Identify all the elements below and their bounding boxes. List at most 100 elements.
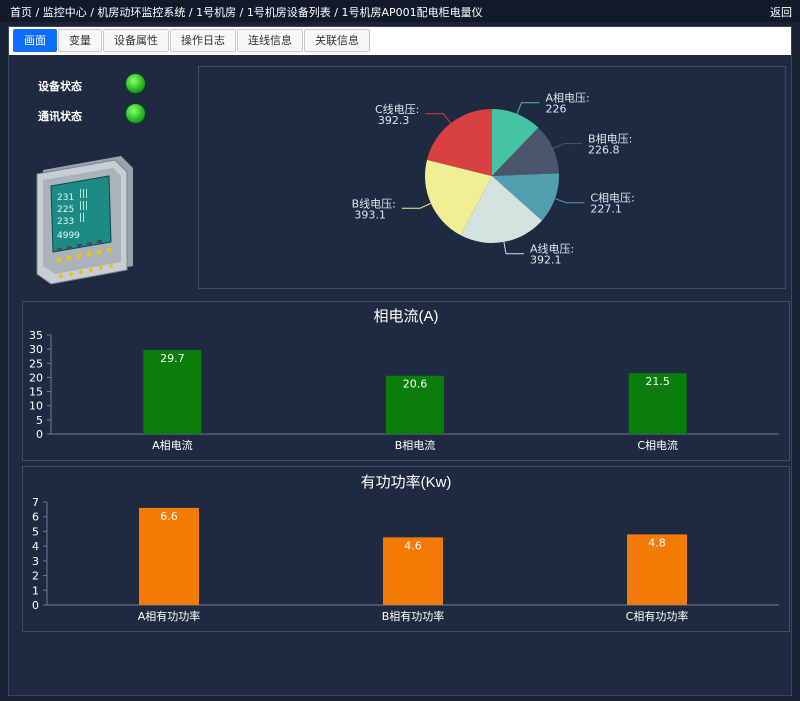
breadcrumb-item-home[interactable]: 首页	[10, 6, 32, 19]
status-panel: 设备状态 通讯状态	[29, 72, 189, 132]
breadcrumb-item-system[interactable]: 机房动环监控系统	[97, 6, 186, 19]
y-tick-label: 5	[32, 525, 39, 538]
x-tick-label: B相电流	[395, 438, 436, 452]
pie-slice-label: C线电压:	[375, 102, 419, 116]
back-link[interactable]: 返回	[770, 6, 792, 19]
x-tick-label: A相有功功率	[138, 609, 201, 623]
device-status-label: 设备状态	[38, 80, 82, 93]
comm-status-label: 通讯状态	[38, 110, 82, 123]
bar[interactable]	[143, 349, 202, 434]
device-status-row: 设备状态	[29, 72, 189, 102]
tab-device-properties[interactable]: 设备属性	[103, 29, 169, 52]
pie-label-leader	[503, 241, 525, 255]
x-tick-label: C相有功功率	[626, 609, 689, 623]
phase-current-chart-panel: 相电流(A) 0 5 10 15 20 25 30 35 29.7 A相电流 20.6 B相电流 21.…	[22, 301, 790, 461]
tab-operation-log[interactable]: 操作日志	[170, 29, 236, 52]
x-tick-label: A相电流	[152, 438, 193, 452]
y-tick-label: 0	[36, 428, 43, 441]
pie-slice-label: A相电压:	[545, 92, 589, 105]
tab-connection-info[interactable]: 连线信息	[237, 29, 303, 52]
svg-text:231: 231	[57, 193, 74, 203]
tab-screen[interactable]: 画面	[13, 29, 57, 52]
power-meter-icon: 231 ||| 225 ||| 233 || 4999	[29, 152, 144, 292]
y-tick-label: 10	[29, 400, 43, 413]
y-tick-label: 25	[29, 357, 43, 370]
x-tick-label: B相有功功率	[382, 609, 445, 623]
bar-value-label: 6.6	[160, 510, 178, 523]
bar[interactable]	[386, 375, 444, 434]
y-tick-label: 30	[29, 343, 43, 356]
breadcrumb-separator: /	[86, 6, 98, 19]
bar-value-label: 21.5	[645, 375, 670, 388]
pie-slice-label: A线电压:	[530, 242, 574, 256]
pie-slice-label: B相电压:	[588, 133, 632, 146]
pie-slice-value: 392.1	[530, 254, 562, 267]
pie-slice-value: 393.1	[354, 208, 386, 221]
pie-slice-value: 226	[545, 103, 566, 116]
breadcrumb-separator: /	[185, 6, 197, 19]
pie-slice[interactable]	[492, 109, 539, 176]
bar-value-label: 29.7	[160, 352, 185, 365]
pie-slice[interactable]	[492, 173, 559, 221]
active-power-chart-panel: 有功功率(Kw) 0 1 2 3 4 5 6 7 6.6 A相有功功率 4.6 B相有功功率 4.8 C相…	[22, 466, 790, 632]
y-tick-label: 35	[29, 329, 43, 342]
tab-variables[interactable]: 变量	[58, 29, 102, 52]
svg-text:233: 233	[57, 217, 74, 227]
y-tick-label: 5	[36, 414, 43, 427]
device-detail-frame: 画面 变量 设备属性 操作日志 连线信息 关联信息 设备状态 通讯状态 231 ||| 2…	[8, 26, 792, 696]
bar-value-label: 4.8	[648, 536, 666, 549]
breadcrumb-item-device-list[interactable]: 1号机房设备列表	[246, 6, 331, 19]
svg-text:|||: |||	[79, 201, 88, 211]
pie-label-leader	[425, 113, 452, 124]
pie-slice-value: 226.8	[588, 144, 620, 157]
pie-label-leader	[552, 143, 583, 149]
pie-slice-label: B线电压:	[352, 196, 396, 210]
device-status-indicator-icon	[126, 74, 145, 93]
voltage-pie-chart: A相电压:226 B相电压:226.8 C相电压:227.1 A线电压:392.1 B线…	[352, 92, 635, 267]
bar[interactable]	[139, 507, 199, 605]
pie-label-leader	[554, 198, 585, 204]
bar-value-label: 4.6	[404, 539, 422, 552]
breadcrumb-separator: /	[330, 6, 342, 19]
pie-slice[interactable]	[425, 159, 492, 236]
tab-related-info[interactable]: 关联信息	[304, 29, 370, 52]
bar[interactable]	[628, 373, 687, 434]
breadcrumb-bar: 首页 / 监控中心 / 机房动环监控系统 / 1号机房 / 1号机房设备列表 /…	[0, 0, 800, 22]
breadcrumb-item-monitor-center[interactable]: 监控中心	[42, 6, 87, 19]
phase-current-chart-title: 相电流(A)	[373, 308, 439, 325]
pie-slice[interactable]	[492, 127, 559, 176]
pie-slice[interactable]	[426, 109, 492, 176]
pie-label-leader	[516, 102, 540, 115]
comm-status-indicator-icon	[126, 104, 145, 123]
y-tick-label: 6	[32, 511, 39, 524]
voltage-pie-chart-panel: A相电压: 226 B相电压: 226.8 C相电压: 227.1 A线电压: 392.1 B线…	[198, 66, 786, 289]
y-tick-label: 1	[32, 584, 39, 597]
active-power-chart-title: 有功功率(Kw)	[360, 474, 452, 491]
pie-slice-value: 392.3	[378, 114, 410, 127]
y-tick-label: 20	[29, 371, 43, 384]
tab-bar: 画面 变量 设备属性 操作日志 连线信息 关联信息	[9, 27, 791, 55]
breadcrumb-separator: /	[236, 6, 247, 19]
breadcrumb: 首页 / 监控中心 / 机房动环监控系统 / 1号机房 / 1号机房设备列表 /…	[10, 4, 790, 20]
bar[interactable]	[627, 534, 687, 605]
breadcrumb-item-room[interactable]: 1号机房	[196, 6, 237, 19]
x-tick-label: C相电流	[637, 438, 678, 452]
pie-slice-label: C相电压:	[590, 192, 634, 205]
svg-text:4999: 4999	[57, 231, 80, 241]
svg-text:||: ||	[79, 213, 85, 223]
svg-text:|||: |||	[79, 189, 88, 199]
breadcrumb-separator: /	[32, 6, 43, 19]
pie-slice-value: 227.1	[590, 203, 622, 216]
breadcrumb-item-current: 1号机房AP001配电柜电量仪	[341, 6, 483, 19]
bar[interactable]	[383, 537, 443, 605]
pie-label-leader	[401, 202, 432, 209]
y-tick-label: 4	[32, 540, 39, 553]
y-tick-label: 0	[32, 599, 39, 612]
comm-status-row: 通讯状态	[29, 102, 189, 132]
bar-value-label: 20.6	[403, 378, 428, 391]
pie-slice[interactable]	[460, 176, 542, 243]
y-tick-label: 7	[32, 496, 39, 509]
svg-text:225: 225	[57, 205, 74, 215]
y-tick-label: 15	[29, 386, 43, 399]
